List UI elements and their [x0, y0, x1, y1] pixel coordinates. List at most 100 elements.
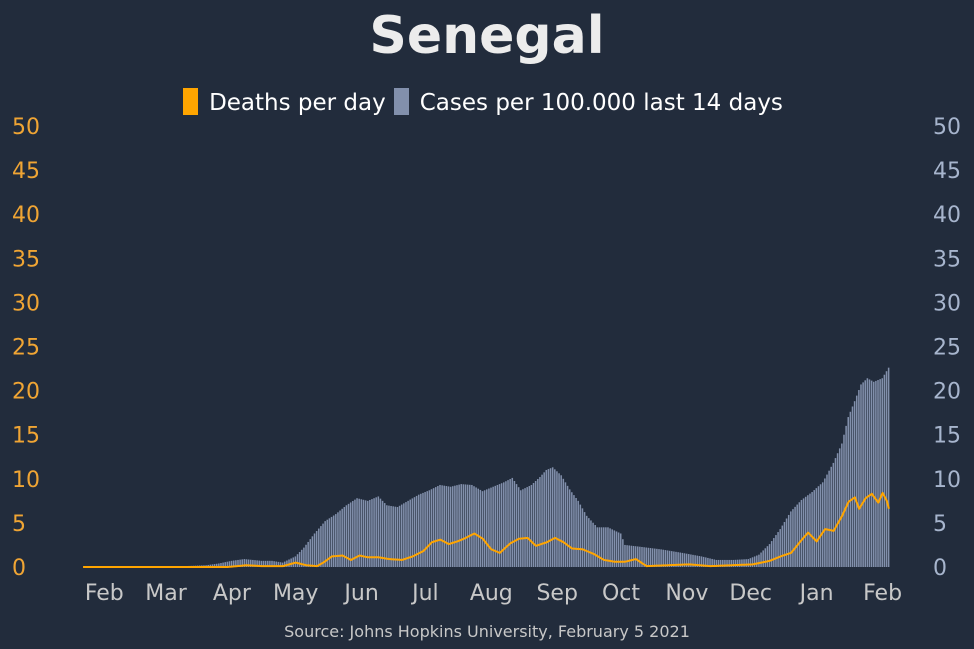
cases-bar: [602, 527, 605, 567]
x-tick-label: Oct: [602, 581, 640, 606]
y-right-tick-label: 35: [933, 247, 961, 272]
cases-bar: [828, 470, 830, 567]
cases-bar: [862, 382, 864, 567]
cases-bar: [315, 531, 318, 567]
cases-bar: [836, 453, 839, 567]
cases-bar: [743, 559, 745, 567]
cases-bar: [579, 504, 582, 567]
cases-bar: [441, 485, 443, 567]
cases-bar: [541, 474, 543, 567]
cases-bar: [492, 486, 494, 567]
cases-bar: [232, 560, 235, 567]
x-tick-label: Sep: [536, 581, 577, 606]
cases-bar: [707, 557, 709, 567]
cases-bar: [605, 527, 607, 567]
cases-bar: [811, 492, 813, 567]
cases-bar: [413, 497, 416, 567]
cases-bar: [860, 384, 862, 567]
cases-bars: [167, 367, 890, 567]
cases-bar: [388, 505, 390, 567]
cases-bar: [855, 395, 858, 567]
cases-bar: [335, 514, 337, 567]
cases-bar: [405, 502, 407, 567]
cases-bar: [243, 559, 246, 567]
cases-bar: [422, 492, 424, 567]
cases-bar: [558, 473, 560, 567]
cases-bar: [532, 482, 535, 567]
cases-bar: [824, 478, 826, 567]
cases-bar: [845, 425, 847, 567]
cases-bar: [881, 378, 884, 567]
cases-bar: [830, 466, 832, 567]
cases-bar: [575, 497, 577, 567]
cases-bar: [454, 485, 456, 567]
cases-bar: [866, 378, 869, 567]
cases-bar: [403, 503, 405, 567]
cases-bar: [668, 550, 671, 567]
x-tick-label: Nov: [665, 581, 708, 606]
cases-bar: [843, 434, 845, 567]
cases-bar: [887, 367, 890, 567]
cases-bar: [841, 443, 843, 567]
cases-bar: [415, 495, 418, 567]
cases-bar: [796, 504, 798, 567]
cases-bar: [770, 541, 773, 567]
cases-bar: [466, 484, 469, 567]
cases-bar: [424, 492, 426, 567]
cases-bar: [560, 475, 562, 567]
cases-bar: [622, 539, 624, 567]
cases-bar: [417, 494, 420, 567]
cases-bar: [539, 477, 541, 567]
cases-bar: [626, 545, 628, 567]
cases-bar: [449, 486, 452, 567]
cases-bar: [598, 527, 601, 567]
cases-bar: [581, 508, 584, 567]
y-right-tick-label: 15: [933, 424, 961, 449]
source-note: Source: Johns Hopkins University, Februa…: [284, 622, 690, 641]
cases-bar: [607, 527, 609, 567]
cases-bar: [800, 499, 803, 567]
cases-bar: [224, 562, 226, 567]
cases-bar: [592, 522, 594, 567]
cases-bar: [318, 528, 320, 567]
cases-bar: [564, 482, 567, 567]
y-right-tick-label: 10: [933, 468, 961, 493]
y-right-tick-label: 5: [933, 512, 947, 537]
cases-bar: [305, 544, 307, 567]
cases-bar: [666, 550, 669, 567]
cases-bar: [460, 484, 463, 567]
cases-bar: [498, 484, 501, 567]
cases-bar: [875, 380, 877, 567]
cases-bar: [794, 506, 796, 567]
cases-bar: [228, 561, 231, 567]
cases-bar: [590, 520, 592, 567]
cases-bar: [832, 462, 835, 567]
cases-bar: [437, 486, 439, 567]
cases-bar: [213, 564, 216, 567]
cases-bar: [804, 496, 807, 567]
y-left-tick-label: 25: [12, 336, 40, 361]
cases-bar: [762, 550, 764, 567]
legend-swatch-deaths: [183, 88, 199, 115]
y-left-tick-label: 35: [12, 247, 40, 272]
cases-bar: [358, 498, 360, 567]
cases-bar: [838, 448, 841, 567]
cases-bar: [785, 518, 788, 567]
cases-bar: [354, 499, 356, 567]
cases-bar: [479, 489, 482, 567]
cases-bar: [392, 506, 394, 567]
cases-bar: [443, 485, 445, 567]
deaths-line: [83, 491, 890, 568]
cases-bar: [290, 558, 292, 567]
cases-bar: [432, 488, 435, 567]
cases-bar: [683, 553, 686, 567]
cases-bar: [834, 458, 837, 567]
cases-bar: [215, 563, 218, 567]
y-right-tick-label: 45: [933, 159, 961, 184]
cases-bar: [660, 549, 662, 567]
cases-bar: [407, 500, 409, 567]
y-left-tick-label: 5: [12, 512, 26, 537]
cases-bar: [262, 560, 265, 567]
cases-bar: [673, 551, 675, 567]
